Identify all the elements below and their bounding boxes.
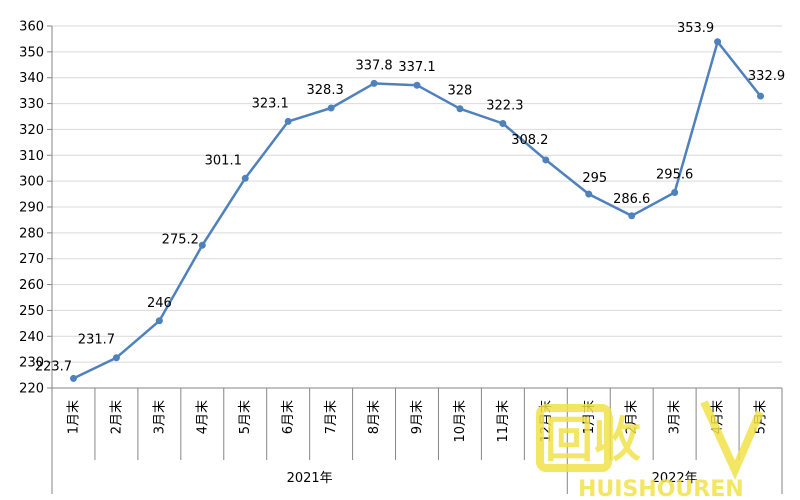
data-label: 332.9 (748, 69, 785, 84)
y-tick-label: 280 (19, 226, 44, 241)
x-category-label: 4月末 (195, 400, 210, 434)
data-label: 231.7 (78, 333, 115, 348)
data-point (456, 105, 464, 113)
data-label: 337.8 (355, 58, 392, 73)
data-point (327, 104, 335, 112)
data-point (714, 38, 722, 46)
y-tick-label: 340 (19, 71, 44, 86)
y-tick-label: 250 (19, 304, 44, 319)
data-point (155, 317, 163, 325)
data-point (671, 189, 679, 197)
data-label: 301.1 (205, 153, 242, 168)
x-category-label: 7月末 (324, 400, 339, 434)
y-tick-label: 290 (19, 201, 44, 216)
watermark-arrow-mark (700, 400, 764, 480)
grid-lines (52, 25, 782, 363)
x-axis-categories: 1月末 2月末 3月末 4月末 5月末 6月末 7月末 8月末 9月末 10月末 11月末 12月末 1… (51, 388, 783, 460)
series-layer (69, 38, 765, 382)
data-label: 353.9 (677, 21, 714, 36)
x-group-label: 2021年 (287, 471, 333, 486)
data-label: 322.3 (486, 98, 523, 113)
data-point (112, 354, 120, 362)
x-category-label: 1月末 (66, 400, 81, 434)
y-tick-label: 220 (19, 382, 44, 397)
watermark-subtext: HUISHOUREN (578, 477, 744, 500)
x-category-label: 2月末 (109, 400, 124, 434)
y-tick-label: 360 (19, 20, 44, 35)
data-label: 223.7 (35, 359, 72, 374)
data-point (198, 241, 206, 249)
data-label: 323.1 (252, 96, 289, 111)
y-tick-label: 260 (19, 278, 44, 293)
data-label: 295 (582, 171, 607, 186)
data-point (284, 117, 292, 125)
watermark-logo-text: 回收 (545, 412, 641, 468)
data-label: 328 (448, 84, 473, 99)
x-category-label: 9月末 (410, 400, 425, 434)
data-label: 275.2 (162, 232, 199, 247)
x-group-label: 2022年 (652, 471, 698, 486)
data-point (413, 81, 421, 89)
x-category-label: 11月末 (496, 400, 511, 443)
data-label: 328.3 (307, 83, 344, 98)
data-point (757, 92, 765, 100)
data-point (241, 174, 249, 182)
y-tick-label: 230 (19, 356, 44, 371)
data-point (542, 156, 550, 164)
data-label: 308.2 (511, 133, 548, 148)
y-tick-label: 350 (19, 45, 44, 60)
data-label: 295.6 (656, 168, 693, 183)
x-category-label: 5月末 (238, 400, 253, 434)
y-tick-label: 320 (19, 123, 44, 138)
watermark-box (536, 404, 612, 472)
data-label: 286.6 (613, 192, 650, 207)
y-tick-label: 300 (19, 175, 44, 190)
data-point (370, 79, 378, 87)
data-point (628, 212, 636, 220)
y-tick-label: 330 (19, 97, 44, 112)
x-category-label: 8月末 (367, 400, 382, 434)
data-labels: 223.7 231.7 246 275.2 301.1 323.1 328.3 337.8 33… (35, 21, 785, 375)
x-category-label: 10月末 (453, 400, 468, 443)
x-category-label: 2月末 (625, 400, 640, 434)
data-point (499, 119, 507, 127)
data-point (585, 190, 593, 198)
x-category-label: 3月末 (668, 400, 683, 434)
y-tick-label: 310 (19, 149, 44, 164)
watermark: 回收 HUISHOUREN (536, 400, 764, 500)
x-category-label: 6月末 (281, 400, 296, 434)
y-tick-label: 270 (19, 252, 44, 267)
x-category-label: 3月末 (152, 400, 167, 434)
y-tick-label: 240 (19, 330, 44, 345)
series-line (72, 40, 762, 380)
data-label: 246 (147, 296, 172, 311)
y-axis-ticks: 220 230 240 250 260 270 280 290 300 310 320 330 340 3… (19, 20, 52, 397)
data-point (69, 374, 77, 382)
data-label: 337.1 (398, 60, 435, 75)
